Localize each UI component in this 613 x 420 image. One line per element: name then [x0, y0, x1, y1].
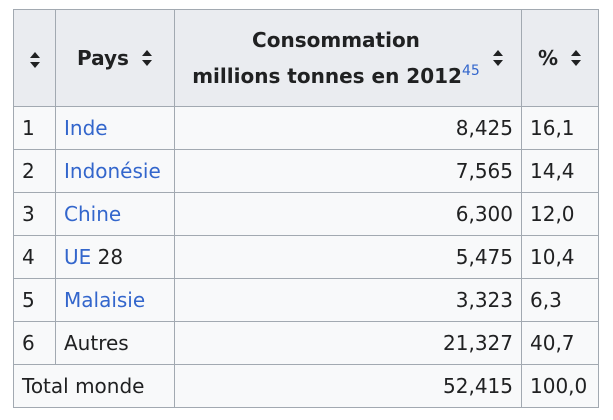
- table-row: 6 Autres 21,327 40,7: [13, 321, 599, 365]
- sort-icon[interactable]: [141, 50, 153, 66]
- header-rank[interactable]: [13, 9, 56, 107]
- header-pays[interactable]: Pays: [55, 9, 175, 107]
- country-suffix: 28: [91, 245, 124, 269]
- table-row: 2 Indonésie 7,565 14,4: [13, 149, 599, 193]
- percent-cell: 12,0: [521, 192, 599, 236]
- value-cell: 7,565: [174, 149, 522, 193]
- reference-link[interactable]: 45: [461, 63, 480, 79]
- country-link[interactable]: UE: [64, 245, 92, 269]
- total-value: 52,415: [174, 364, 522, 408]
- header-consommation-unit: millions tonnes en 2012: [192, 64, 462, 88]
- header-row: Pays Consommation millions tonnes en 201…: [13, 9, 599, 107]
- rank-cell: 1: [13, 106, 56, 150]
- table-row: 5 Malaisie 3,323 6,3: [13, 278, 599, 322]
- country-link[interactable]: Malaisie: [64, 288, 146, 312]
- country-cell: UE 28: [55, 235, 175, 279]
- percent-cell: 6,3: [521, 278, 599, 322]
- header-pays-label: Pays: [77, 46, 129, 70]
- country-link[interactable]: Indonésie: [64, 159, 161, 183]
- rank-cell: 2: [13, 149, 56, 193]
- header-consommation-label: Consommation: [252, 28, 420, 52]
- value-cell: 5,475: [174, 235, 522, 279]
- table-row: 4 UE 28 5,475 10,4: [13, 235, 599, 279]
- country-cell: Malaisie: [55, 278, 175, 322]
- header-percent[interactable]: %: [521, 9, 599, 107]
- rank-cell: 3: [13, 192, 56, 236]
- country-link[interactable]: Chine: [64, 202, 122, 226]
- country-cell: Indonésie: [55, 149, 175, 193]
- sort-icon[interactable]: [570, 50, 582, 66]
- sort-icon[interactable]: [492, 50, 504, 66]
- percent-cell: 40,7: [521, 321, 599, 365]
- value-cell: 3,323: [174, 278, 522, 322]
- rank-cell: 5: [13, 278, 56, 322]
- table-row: 1 Inde 8,425 16,1: [13, 106, 599, 150]
- percent-cell: 10,4: [521, 235, 599, 279]
- country-cell: Autres: [55, 321, 175, 365]
- country-link[interactable]: Inde: [64, 116, 108, 140]
- total-percent: 100,0: [521, 364, 599, 408]
- percent-cell: 16,1: [521, 106, 599, 150]
- sort-icon[interactable]: [29, 51, 41, 68]
- country-cell: Inde: [55, 106, 175, 150]
- country-cell: Chine: [55, 192, 175, 236]
- value-cell: 6,300: [174, 192, 522, 236]
- consumption-table: Pays Consommation millions tonnes en 201…: [13, 9, 599, 408]
- total-row: Total monde 52,415 100,0: [13, 364, 599, 408]
- value-cell: 8,425: [174, 106, 522, 150]
- total-label: Total monde: [13, 364, 175, 408]
- rank-cell: 4: [13, 235, 56, 279]
- value-cell: 21,327: [174, 321, 522, 365]
- header-percent-label: %: [537, 46, 559, 70]
- percent-cell: 14,4: [521, 149, 599, 193]
- rank-cell: 6: [13, 321, 56, 365]
- header-consommation[interactable]: Consommation millions tonnes en 201245: [174, 9, 522, 107]
- table-row: 3 Chine 6,300 12,0: [13, 192, 599, 236]
